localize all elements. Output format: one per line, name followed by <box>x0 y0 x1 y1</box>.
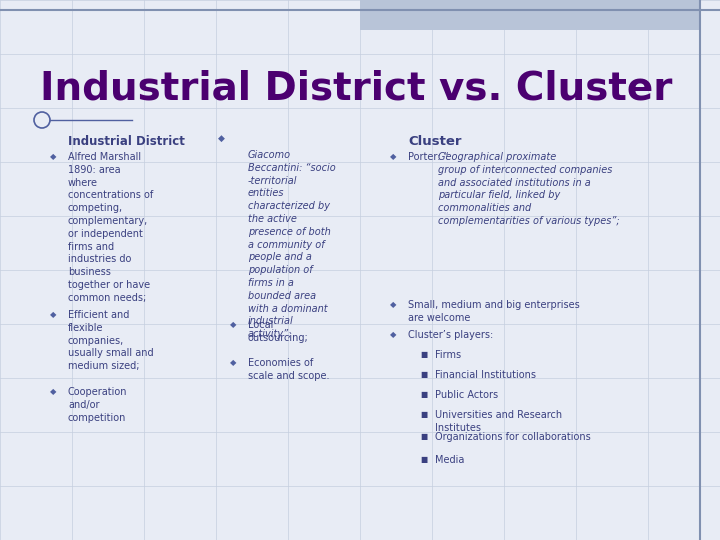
Bar <box>360 0 700 30</box>
Text: Porter: “: Porter: “ <box>408 152 449 162</box>
Text: ■: ■ <box>420 455 427 464</box>
Text: ◆: ◆ <box>230 358 236 367</box>
Text: ◆: ◆ <box>50 310 56 319</box>
Text: Small, medium and big enterprises
are welcome: Small, medium and big enterprises are we… <box>408 300 580 323</box>
Text: ◆: ◆ <box>390 330 397 339</box>
Text: Local
outsourcing;: Local outsourcing; <box>248 320 309 343</box>
Text: Cluster’s players:: Cluster’s players: <box>408 330 493 340</box>
Text: Media: Media <box>435 455 464 465</box>
Text: Financial Institutions: Financial Institutions <box>435 370 536 380</box>
Text: Public Actors: Public Actors <box>435 390 498 400</box>
Text: Alfred Marshall
1890: area
where
concentrations of
competing,
complementary,
or : Alfred Marshall 1890: area where concent… <box>68 152 153 303</box>
Text: Industrial District vs. Cluster: Industrial District vs. Cluster <box>40 70 672 108</box>
Text: Efficient and
flexible
companies,
usually small and
medium sized;: Efficient and flexible companies, usuall… <box>68 310 153 371</box>
Text: ◆: ◆ <box>218 134 225 143</box>
Text: Cooperation
and/or
competition: Cooperation and/or competition <box>68 387 127 423</box>
Text: Industrial District: Industrial District <box>68 135 185 148</box>
Text: ■: ■ <box>420 350 427 359</box>
Text: Giacomo
Beccantini: “socio
-territorial
entities
characterized by
the active
pre: Giacomo Beccantini: “socio -territorial … <box>248 150 336 339</box>
Text: Organizations for collaborations: Organizations for collaborations <box>435 432 590 442</box>
Text: ◆: ◆ <box>50 387 56 396</box>
Text: Firms: Firms <box>435 350 461 360</box>
Text: ■: ■ <box>420 432 427 441</box>
Text: ◆: ◆ <box>230 320 236 329</box>
Text: ■: ■ <box>420 370 427 379</box>
Text: ■: ■ <box>420 390 427 399</box>
Text: ◆: ◆ <box>50 152 56 161</box>
Text: ◆: ◆ <box>390 300 397 309</box>
Text: ■: ■ <box>420 410 427 419</box>
Text: Economies of
scale and scope.: Economies of scale and scope. <box>248 358 330 381</box>
Text: Cluster: Cluster <box>408 135 462 148</box>
Text: Geographical proximate
group of interconnected companies
and associated institut: Geographical proximate group of intercon… <box>438 152 620 226</box>
Text: Universities and Research
Institutes: Universities and Research Institutes <box>435 410 562 433</box>
Text: ◆: ◆ <box>390 152 397 161</box>
